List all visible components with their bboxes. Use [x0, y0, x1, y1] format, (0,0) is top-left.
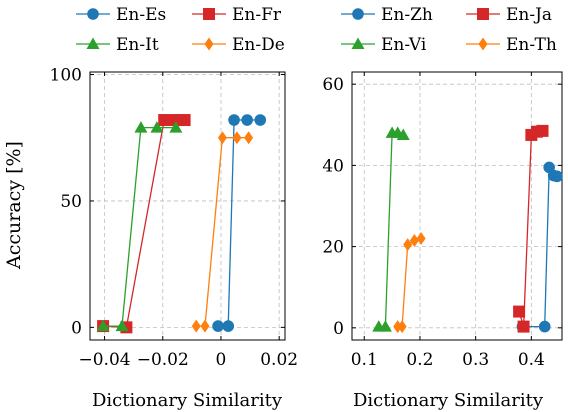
data-point-en-es	[228, 114, 240, 126]
series-line-en-vi	[378, 132, 404, 328]
data-point-en-ja	[536, 124, 549, 137]
legend-marker	[352, 8, 364, 20]
legend-entry-en-vi: En-Vi	[341, 35, 427, 55]
legend-marker	[477, 8, 489, 20]
x-tick-label: 0.4	[518, 350, 545, 370]
data-point-en-de	[232, 131, 242, 145]
data-point-en-th	[403, 238, 413, 252]
data-point-en-es	[241, 114, 253, 126]
y-tick-label: 0	[333, 319, 344, 339]
data-point-en-fr	[178, 114, 191, 127]
legend-entry-en-de: En-De	[192, 35, 285, 55]
data-point-en-es	[212, 320, 224, 332]
plot-right: 0.1 0.2 0.3 0.4 0 20 40 60	[322, 71, 563, 370]
legend-marker	[478, 37, 488, 51]
legend-entry-en-th: En-Th	[466, 35, 557, 55]
data-point-en-de	[217, 131, 227, 145]
series-line-en-de	[196, 137, 249, 327]
y-tick-label: 0	[71, 318, 82, 338]
data-point-en-fr	[158, 114, 171, 127]
legend-label: En-De	[232, 35, 285, 55]
x-axis-label-right: Dictionary Similarity	[353, 390, 544, 411]
data-point-en-es	[222, 320, 235, 332]
series-line-en-th	[397, 237, 422, 328]
x-tick-label: 0.2	[406, 350, 433, 370]
data-point-en-it	[115, 319, 129, 332]
y-tick-label: 20	[322, 238, 344, 258]
legend-left: En-Es En-Fr En-It En-De	[76, 5, 285, 55]
y-tick-label: 50	[60, 192, 82, 212]
plot-left: −0.04 −0.02 0 0.02 0 50 100	[50, 66, 299, 370]
data-point-en-th	[416, 231, 426, 245]
x-tick-label: 0	[216, 350, 227, 370]
legend-label: En-It	[116, 35, 159, 55]
data-point-en-it	[150, 121, 164, 133]
legend-label: En-Fr	[232, 5, 282, 25]
legend-label: En-Th	[506, 35, 557, 55]
data-point-en-it	[134, 121, 148, 133]
legend-entry-en-es: En-Es	[76, 5, 166, 25]
x-tick-label: 0.1	[351, 350, 378, 370]
legend-label: En-Es	[116, 5, 166, 25]
data-point-en-ja	[513, 305, 526, 318]
data-point-en-de	[244, 131, 254, 145]
legend-entry-en-ja: En-Ja	[466, 5, 552, 25]
data-point-en-it	[169, 121, 183, 133]
y-tick-label: 100	[50, 66, 82, 86]
x-axis-label-left: Dictionary Similarity	[92, 390, 283, 411]
data-point-en-vi	[378, 320, 392, 332]
legend-label: En-Zh	[381, 5, 433, 25]
data-point-en-de	[191, 319, 201, 333]
y-tick-label: 60	[322, 75, 344, 95]
legend-marker	[351, 37, 365, 49]
legend-marker	[86, 37, 100, 49]
series-line-en-ja	[518, 130, 543, 327]
data-point-en-de	[200, 319, 210, 333]
series-line-en-it	[103, 126, 176, 327]
legend-entry-en-zh: En-Zh	[341, 5, 433, 25]
series-line-en-es	[218, 119, 261, 327]
data-point-en-vi	[396, 128, 410, 140]
x-tick-label: 0.02	[260, 350, 298, 370]
legend-marker	[203, 8, 215, 20]
legend-label: En-Vi	[381, 35, 427, 55]
data-point-en-th	[409, 234, 419, 248]
series-line-en-fr	[103, 119, 185, 329]
legend-marker	[87, 8, 99, 20]
data-point-en-es	[254, 114, 267, 126]
x-tick-label: −0.02	[137, 350, 189, 370]
plot-frame	[89, 71, 286, 341]
data-point-en-th	[397, 320, 407, 334]
legend-label: En-Ja	[506, 5, 552, 25]
x-tick-label: −0.04	[78, 350, 130, 370]
legend-entry-en-it: En-It	[76, 35, 159, 55]
data-point-en-zh	[538, 320, 551, 333]
data-point-en-it	[96, 319, 110, 332]
legend-marker	[204, 37, 214, 51]
legend-right: En-Zh En-Ja En-Vi En-Th	[341, 5, 557, 55]
data-point-en-zh	[551, 170, 563, 183]
x-tick-label: 0.3	[462, 350, 489, 370]
plot-frame	[351, 71, 563, 341]
y-tick-label: 40	[322, 156, 344, 176]
legend-entry-en-fr: En-Fr	[192, 5, 282, 25]
y-axis-label-left: Accuracy [%]	[3, 141, 25, 270]
data-point-en-ja	[517, 320, 530, 333]
